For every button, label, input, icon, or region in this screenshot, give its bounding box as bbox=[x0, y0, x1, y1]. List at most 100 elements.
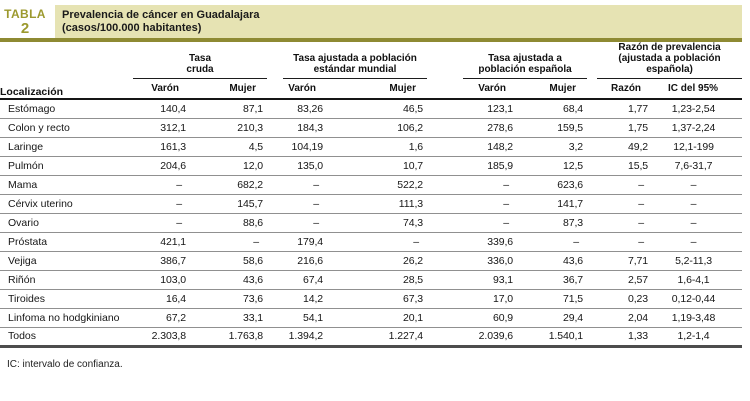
group-label-line: (ajustada a población española) bbox=[618, 53, 721, 75]
column-group-tasa-espanola: Tasa ajustada a población española bbox=[427, 42, 588, 79]
table-row: Mama –682,2–522,2–623,6– – bbox=[0, 174, 743, 194]
group-label-line: Tasa bbox=[188, 53, 212, 64]
cell: 4,5 bbox=[190, 136, 268, 156]
table-row: Ovario –88,6–74,3–87,3– – bbox=[0, 212, 743, 232]
cell: 28,5 bbox=[327, 269, 428, 289]
cell: – bbox=[652, 231, 743, 251]
group-label-line: Razón de prevalencia bbox=[618, 42, 721, 53]
badge-label: TABLA bbox=[4, 6, 46, 21]
cell: – bbox=[587, 193, 653, 213]
table-title-line1: Prevalencia de cáncer en Guadalajara bbox=[62, 9, 260, 21]
cell: 43,6 bbox=[517, 250, 588, 270]
table-row: Tiroides 16,4 73,6 14,2 67,3 17,0 71,5 0,23 0,12… bbox=[0, 288, 743, 308]
cell: 2,57 bbox=[587, 269, 653, 289]
row-label: Pulmón bbox=[0, 155, 115, 175]
cell: 106,2 bbox=[327, 117, 428, 137]
cell: 1.227,4 bbox=[327, 326, 428, 346]
cell: 123,1 bbox=[487, 102, 514, 115]
table-row: Colon y recto 312,1 210,3 184,3 106,2 278,6 15… bbox=[0, 117, 743, 137]
table-row: Estómago 140,4 87,1 83,26 46,5 123,1 68,4 1,77 1… bbox=[0, 99, 742, 118]
cell: 26,2 bbox=[327, 250, 428, 270]
cell: 49,2 bbox=[587, 136, 653, 156]
table-masthead: TABLA 2 Prevalencia de cáncer en Guadala… bbox=[0, 5, 742, 38]
column-header-varon-cruda: Varón bbox=[115, 79, 190, 100]
column-header-localizacion: Localización bbox=[0, 42, 115, 100]
cell: 278,6 bbox=[427, 117, 518, 137]
cell: 12,0 bbox=[190, 155, 268, 175]
cell: 10,7 bbox=[327, 155, 428, 175]
cell: 216,6 bbox=[267, 250, 328, 270]
cell: 17,0 bbox=[427, 288, 518, 308]
cell: 0,23 bbox=[587, 288, 653, 308]
cell: 29,4 bbox=[517, 307, 588, 327]
cell: 36,7 bbox=[517, 269, 588, 289]
cell: 1,19-3,48 bbox=[652, 307, 743, 327]
cell: 71,5 bbox=[517, 288, 588, 308]
table-row: Pulmón 204,6 12,0 135,0 10,7 185,9 12,5 15,5 7,6… bbox=[0, 155, 743, 175]
table-row: Vejiga 386,7 58,6 216,6 26,2 336,0 43,6 7,71 5,2… bbox=[0, 250, 743, 270]
prevalence-table: Localización Tasa cruda Tasa ajustada a … bbox=[0, 42, 743, 348]
group-label-line: cruda bbox=[186, 64, 214, 75]
cell: 1,77 bbox=[627, 102, 649, 115]
olive-divider-rule bbox=[0, 38, 742, 42]
row-label: Próstata bbox=[0, 231, 115, 251]
group-label-line: estándar mundial bbox=[313, 64, 397, 75]
row-label: Ovario bbox=[0, 212, 115, 232]
cell: – bbox=[652, 212, 743, 232]
cell: 2.039,6 bbox=[427, 326, 518, 346]
cell: 185,9 bbox=[427, 155, 518, 175]
cell: – bbox=[652, 193, 743, 213]
cell: 1,2-1,4 bbox=[652, 326, 743, 346]
cell: 60,9 bbox=[427, 307, 518, 327]
row-label: Vejiga bbox=[0, 250, 115, 270]
column-header-mujer-espanola: Mujer bbox=[517, 79, 588, 100]
cell: 148,2 bbox=[427, 136, 518, 156]
cell: – bbox=[587, 231, 653, 251]
cell: 522,2 bbox=[327, 174, 428, 194]
cell: 5,2-11,3 bbox=[652, 250, 743, 270]
cell: 12,1-199 bbox=[652, 136, 743, 156]
table-number-badge: TABLA 2 bbox=[0, 5, 50, 38]
cell: 33,1 bbox=[190, 307, 268, 327]
cell: 14,2 bbox=[267, 288, 328, 308]
cell: 1,37-2,24 bbox=[652, 117, 743, 137]
column-group-tasa-cruda: Tasa cruda bbox=[115, 42, 268, 79]
badge-number: 2 bbox=[20, 19, 30, 37]
table-row: Riñón 103,0 43,6 67,4 28,5 93,1 36,7 2,57 1,6-4,… bbox=[0, 269, 743, 289]
cell: 336,0 bbox=[427, 250, 518, 270]
cell: 7,71 bbox=[587, 250, 653, 270]
cell: 16,4 bbox=[115, 288, 190, 308]
table-head: Localización Tasa cruda Tasa ajustada a … bbox=[0, 42, 743, 100]
cell: 93,1 bbox=[427, 269, 518, 289]
cell: 58,6 bbox=[190, 250, 268, 270]
cell: 0,12-0,44 bbox=[652, 288, 743, 308]
cell: 43,6 bbox=[190, 269, 268, 289]
cell: 1,75 bbox=[587, 117, 653, 137]
cell: 67,2 bbox=[115, 307, 190, 327]
cell: 141,7 bbox=[517, 193, 588, 213]
row-label: Mama bbox=[0, 174, 115, 194]
cell: 386,7 bbox=[115, 250, 190, 270]
cell: 104,19 bbox=[267, 136, 328, 156]
table-footnote: IC: intervalo de confianza. bbox=[7, 358, 123, 370]
column-group-razon-prevalencia: Razón de prevalencia (ajustada a poblaci… bbox=[587, 42, 743, 79]
cell: – bbox=[427, 174, 518, 194]
cell: 1,6 bbox=[327, 136, 428, 156]
cell: – bbox=[190, 231, 268, 251]
cell: – bbox=[427, 193, 518, 213]
cell: 20,1 bbox=[327, 307, 428, 327]
cell: 88,6 bbox=[190, 212, 268, 232]
cell: 87,1 bbox=[242, 102, 264, 115]
cell: 46,5 bbox=[402, 102, 424, 115]
cell: 83,26 bbox=[297, 102, 324, 115]
cell: 87,3 bbox=[517, 212, 588, 232]
cell: – bbox=[587, 174, 653, 194]
cell: – bbox=[115, 193, 190, 213]
cell: 1,6-4,1 bbox=[652, 269, 743, 289]
cell: 623,6 bbox=[517, 174, 588, 194]
cell: 1.394,2 bbox=[267, 326, 328, 346]
row-label: Riñón bbox=[0, 269, 115, 289]
column-header-mujer-cruda: Mujer bbox=[190, 79, 268, 100]
cell: 3,2 bbox=[517, 136, 588, 156]
cell: – bbox=[587, 212, 653, 232]
